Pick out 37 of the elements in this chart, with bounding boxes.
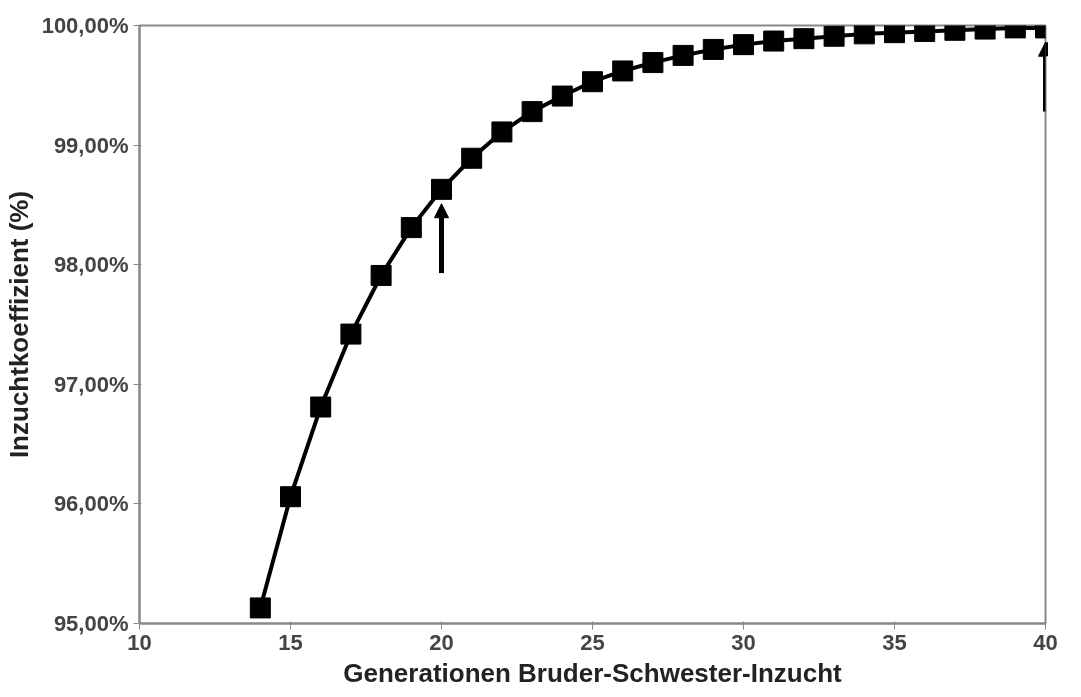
point <box>431 178 452 200</box>
point <box>310 396 332 418</box>
x-tick-label: 20 <box>429 629 454 655</box>
y-tick-label: 96,00% <box>53 491 129 517</box>
x-tick-label: 40 <box>1033 629 1058 655</box>
y-axis-title: Inzuchtkoeffizient (%) <box>3 190 34 459</box>
point <box>582 71 603 93</box>
point <box>884 25 905 44</box>
point <box>400 217 422 239</box>
point <box>763 30 785 52</box>
x-tick-label: 25 <box>580 629 605 655</box>
x-tick-label: 10 <box>127 629 152 655</box>
y-tick-label: 98,00% <box>53 252 129 278</box>
point <box>370 264 392 286</box>
point <box>340 323 362 345</box>
x-tick-label: 30 <box>731 629 756 655</box>
point <box>823 25 845 47</box>
point <box>702 38 724 60</box>
point <box>793 28 815 50</box>
point <box>491 121 513 143</box>
y-tick-label: 97,00% <box>53 371 129 397</box>
point <box>551 85 573 107</box>
point <box>461 147 483 169</box>
point <box>521 101 543 123</box>
point <box>672 44 694 66</box>
point <box>642 52 664 74</box>
point <box>280 486 301 508</box>
point <box>612 60 634 82</box>
point <box>733 34 754 56</box>
x-tick-label: 35 <box>882 629 907 655</box>
y-tick-label: 100,00% <box>41 13 129 38</box>
y-tick-label: 95,00% <box>53 611 129 636</box>
point <box>853 25 875 45</box>
point <box>249 597 271 619</box>
y-tick-label: 99,00% <box>53 132 129 158</box>
x-axis-title: Generationen Bruder-Schwester-Inzucht <box>343 657 843 688</box>
x-tick-label: 15 <box>278 629 303 655</box>
